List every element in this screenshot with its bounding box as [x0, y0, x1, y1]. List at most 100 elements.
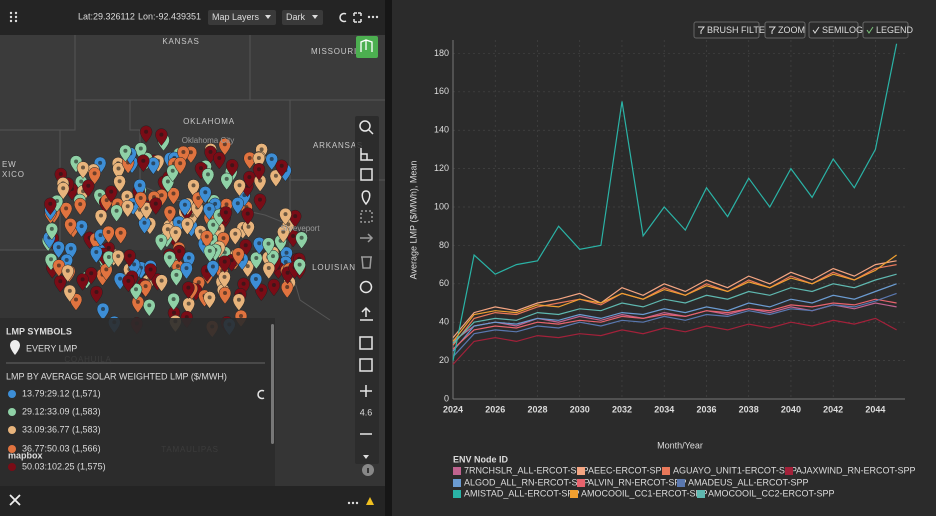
place-label: EW [2, 160, 17, 169]
pin-dot [177, 249, 181, 253]
legend-swatch [8, 426, 16, 434]
pin-dot [272, 283, 276, 287]
legend-label[interactable]: ALGOD_ALL_RN-ERCOT-SPP [464, 477, 590, 487]
pin-dot [144, 284, 148, 288]
pin-dot [104, 267, 108, 271]
pin-dot [68, 289, 72, 293]
pin-dot [78, 202, 82, 206]
pin-dot [118, 179, 122, 183]
legend-item-label: 13.79:29.12 (1,571) [22, 388, 101, 398]
pin-dot [126, 204, 130, 208]
more-icon[interactable] [368, 16, 378, 18]
y-tick-label: 0 [444, 393, 449, 403]
legend-scrollbar[interactable] [271, 324, 274, 444]
toolbar-button-label: SEMILOG [822, 25, 863, 35]
pin-dot [209, 150, 213, 154]
legend-label[interactable]: AJAXWIND_RN-ERCOT-SPP [796, 465, 916, 475]
pin-dot [187, 256, 191, 260]
pin-dot [119, 231, 123, 235]
pin-dot [270, 157, 274, 161]
legend-swatch[interactable] [453, 490, 461, 498]
pin-dot [199, 166, 203, 170]
pin-dot [248, 156, 252, 160]
pin-dot [134, 287, 138, 291]
pin-dot [160, 279, 164, 283]
pin-dot [50, 227, 54, 231]
legend-swatch[interactable] [662, 467, 670, 475]
legend-swatch[interactable] [570, 490, 578, 498]
pin-dot [300, 236, 304, 240]
place-label: LOUISIAN [312, 263, 356, 272]
legend-label[interactable]: AMADEUS_ALL-ERCOT-SPP [688, 477, 809, 487]
pin-dot [79, 180, 83, 184]
pin-dot [267, 266, 271, 270]
y-tick-label: 40 [439, 317, 449, 327]
x-axis-title: Month/Year [657, 440, 703, 450]
legend-label[interactable]: AMOCOOIL_CC1-ERCOT-SPP [581, 488, 708, 498]
legend-label[interactable]: AGUAYO_UNIT1-ERCOT-SPP [673, 465, 797, 475]
pin-dot [141, 159, 145, 163]
legend-swatch[interactable] [453, 479, 461, 487]
pin-dot [99, 214, 103, 218]
pin-dot [257, 241, 261, 245]
legend-label[interactable]: ALVIN_RN-ERCOT-SPP [588, 477, 686, 487]
bottom-more[interactable] [348, 502, 358, 504]
pin-dot [145, 206, 149, 210]
pin-dot [107, 230, 111, 234]
legend-swatch[interactable] [453, 467, 461, 475]
pin-dot [168, 255, 172, 259]
pin-dot [116, 254, 120, 258]
legend-swatch[interactable] [697, 490, 705, 498]
legend-label[interactable]: AMISTAD_ALL-ERCOT-SPP [464, 488, 579, 498]
pin-dot [171, 169, 175, 173]
pin-dot [208, 295, 212, 299]
pin-dot [225, 202, 229, 206]
pin-dot [69, 247, 73, 251]
map-attribution: mapbox [8, 450, 43, 460]
pin-dot [274, 174, 278, 178]
toolbar-button-label: BRUSH FILTER [707, 25, 772, 35]
pin-dot [258, 198, 262, 202]
pin-dot [246, 264, 250, 268]
legend-label[interactable]: AMOCOOIL_CC2-ERCOT-SPP [708, 488, 835, 498]
legend-item-label: 29.12:33.09 (1,583) [22, 406, 101, 416]
pin-dot [205, 235, 209, 239]
legend-swatch[interactable] [577, 467, 585, 475]
pin-dot [176, 264, 180, 268]
legend-color-title: LMP BY AVERAGE SOLAR WEIGHTED LMP ($/MWH… [6, 371, 227, 381]
pin-dot [93, 171, 97, 175]
longitude: Lon:-92.439351 [138, 11, 201, 21]
pin-dot [66, 269, 70, 273]
y-tick-label: 20 [439, 355, 449, 365]
pin-dot [257, 156, 261, 160]
x-tick-label: 2038 [739, 404, 759, 414]
legend-label[interactable]: 7RNCHSLR_ALL-ERCOT-SPP [464, 465, 589, 475]
x-tick-label: 2040 [781, 404, 801, 414]
pin-dot [239, 314, 243, 318]
legend-label[interactable]: AEEC-ERCOT-SPP [588, 465, 668, 475]
pin-dot [74, 298, 78, 302]
pin-dot [238, 183, 242, 187]
y-tick-label: 100 [434, 201, 449, 211]
pin-dot [128, 254, 132, 258]
x-tick-label: 2028 [527, 404, 547, 414]
x-tick-label: 2042 [823, 404, 843, 414]
pin-dot [109, 190, 113, 194]
pin-dot [181, 150, 185, 154]
pin-dot [178, 161, 182, 165]
pin-dot [280, 164, 284, 168]
pin-dot [89, 271, 93, 275]
map-layer-button[interactable] [356, 36, 378, 58]
pin-dot [254, 256, 258, 260]
legend-swatch[interactable] [577, 479, 585, 487]
place-label: XICO [2, 170, 25, 179]
pin-dot [147, 303, 151, 307]
map-tools: 4.6 [355, 116, 379, 476]
pin-dot [125, 194, 129, 198]
pin-dot [57, 264, 61, 268]
pin-dot [284, 212, 288, 216]
legend-swatch[interactable] [677, 479, 685, 487]
pin-dot [208, 249, 212, 253]
legend-swatch[interactable] [785, 467, 793, 475]
